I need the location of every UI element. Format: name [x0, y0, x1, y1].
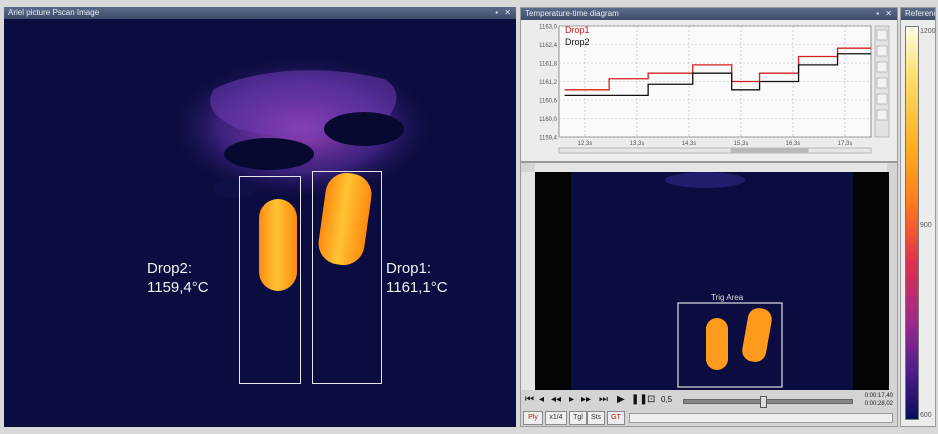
- speed-button[interactable]: x1/4: [545, 411, 567, 425]
- pause-icon[interactable]: ❚❚: [631, 394, 648, 405]
- thermal-image-title: Ariel picture Pscan Image: [8, 8, 100, 17]
- thermal-image-view[interactable]: Drop2: 1159,4°C Drop1: 1161,1°C: [4, 19, 516, 427]
- drop1-blob: [318, 172, 372, 266]
- trig-area-label: Trig Area: [711, 293, 744, 302]
- drop2-roi-box[interactable]: [239, 176, 301, 384]
- playback-slider-handle[interactable]: [760, 396, 767, 408]
- playback-slider[interactable]: [683, 396, 853, 408]
- chart-tool-icon: [876, 77, 888, 89]
- chart-scrollbar: [558, 147, 872, 154]
- scale-min-label: 600: [920, 412, 932, 419]
- chart-window-buttons[interactable]: ▪ ✕: [876, 9, 894, 18]
- drop2-blob: [259, 199, 297, 291]
- time-total: 0:00:28,02: [864, 401, 893, 407]
- thermal-image-panel: Ariel picture Pscan Image ▪ ✕: [4, 7, 516, 427]
- y-tick-label: 1159,4: [539, 136, 558, 142]
- playback-canvas: [535, 172, 889, 390]
- temperature-chart-panel: Temperature-time diagram ▪ ✕ 1163,0 1162,…: [520, 7, 898, 162]
- chart-tool-icon: [876, 45, 888, 57]
- rewind-icon[interactable]: ◂◂: [551, 394, 562, 405]
- y-tick-label: 1163,0: [539, 25, 558, 31]
- legend-drop1: Drop1: [565, 25, 590, 35]
- thermal-image-titlebar[interactable]: Ariel picture Pscan Image ▪ ✕: [4, 7, 516, 19]
- play-button-icon[interactable]: ▶: [617, 394, 625, 405]
- ply-button[interactable]: Ply: [523, 411, 543, 425]
- scale-max-label: 1200: [920, 28, 936, 35]
- vertical-ruler: [521, 172, 536, 390]
- x-tick-label: 15,3s: [734, 141, 749, 147]
- chart-tool-icon: [876, 61, 888, 73]
- playback-controls: ⏮ ◂ ◂◂ ▸ ▸▸ ⏭ ▶ ❚❚ ⊡ 0,5 0:00:17,40 0:00…: [523, 392, 893, 408]
- legend-drop2: Drop2: [565, 37, 590, 47]
- gt-button[interactable]: GT: [607, 411, 625, 425]
- scale-title: Reference: [905, 9, 935, 18]
- playback-drop-left: [706, 318, 728, 370]
- playback-view[interactable]: Trig Area: [535, 172, 889, 390]
- time-current: 0:00:17,40: [864, 393, 893, 399]
- playback-drop-right: [742, 308, 772, 362]
- temperature-chart[interactable]: 1163,0 1162,4 1161,8 1161,2 1160,6 1160,0 1159…: [521, 20, 897, 161]
- x-tick-label: 13,3s: [630, 141, 645, 147]
- drop1-label: Drop1: 1161,1°C: [386, 259, 448, 297]
- drop1-temperature: 1161,1°C: [386, 279, 448, 296]
- drop2-label-name: Drop2:: [147, 260, 193, 277]
- y-tick-label: 1162,4: [539, 43, 558, 49]
- drop1-label-name: Drop1:: [386, 260, 432, 277]
- play-icon[interactable]: ▸: [569, 394, 575, 405]
- chart-tool-icon: [876, 29, 888, 41]
- skip-forward-icon[interactable]: ⏭: [599, 394, 608, 405]
- drop2-label: Drop2: 1159,4°C: [147, 259, 209, 297]
- chart-tool-icon: [876, 109, 888, 121]
- trig-area-box: [677, 302, 783, 388]
- fast-forward-icon[interactable]: ▸▸: [581, 394, 592, 405]
- scale-titlebar[interactable]: Reference: [901, 8, 935, 20]
- color-scale-bar[interactable]: [905, 26, 919, 420]
- x-tick-label: 17,3s: [838, 141, 853, 147]
- chart-titlebar[interactable]: Temperature-time diagram ▪ ✕: [521, 8, 897, 20]
- step-back-icon[interactable]: ◂: [539, 394, 545, 405]
- zoom-value: 0,5: [661, 395, 673, 404]
- y-tick-label: 1161,8: [539, 62, 558, 68]
- chart-scrollbar-thumb: [730, 148, 809, 153]
- y-tick-label: 1161,2: [539, 80, 558, 86]
- y-tick-label: 1160,0: [539, 117, 558, 123]
- chart-tool-icon: [876, 93, 888, 105]
- scale-mid-label: 900: [920, 222, 932, 229]
- color-scale-panel: Reference 1200 900 600: [900, 7, 936, 427]
- x-tick-label: 12,3s: [578, 141, 593, 147]
- sts-button[interactable]: Sts: [587, 411, 605, 425]
- panel-window-buttons[interactable]: ▪ ✕: [495, 8, 513, 17]
- skip-back-icon[interactable]: ⏮: [525, 394, 534, 405]
- chart-title: Temperature-time diagram: [525, 9, 619, 18]
- zoom-icon[interactable]: ⊡: [647, 394, 656, 405]
- x-tick-label: 16,3s: [786, 141, 801, 147]
- tgl-button[interactable]: Tgl: [569, 411, 587, 425]
- series-line-drop2: [564, 53, 871, 97]
- y-tick-label: 1160,6: [539, 99, 558, 105]
- bottom-scrollbar[interactable]: [629, 413, 893, 423]
- drop1-roi-box[interactable]: [312, 171, 382, 384]
- drop2-temperature: 1159,4°C: [147, 279, 209, 296]
- thermal-image-canvas: [4, 19, 516, 427]
- x-tick-label: 14,3s: [682, 141, 697, 147]
- playback-bottombar: Ply x1/4 Tgl Sts GT: [523, 411, 893, 425]
- playback-panel: Trig Area ⏮ ◂ ◂◂ ▸ ▸▸ ⏭ ▶ ❚❚ ⊡ 0,5 0:00:…: [520, 162, 898, 427]
